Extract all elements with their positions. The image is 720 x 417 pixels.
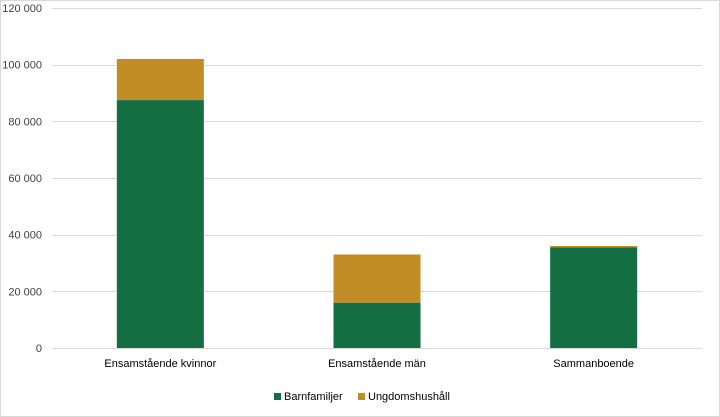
bars	[116, 59, 638, 348]
legend-swatch	[358, 393, 365, 400]
legend-label: Barnfamiljer	[284, 391, 343, 403]
x-category-label: Sammanboende	[553, 358, 634, 370]
legend: Barnfamiljer Ungdomshushåll	[274, 391, 450, 403]
y-tick-label: 80 000	[8, 116, 42, 128]
y-tick-label: 0	[36, 343, 42, 355]
x-category-label: Ensamstående kvinnor	[104, 358, 216, 370]
y-axis-ticks: 0 20 000 40 000 60 000 80 000 100 000 120 000	[2, 3, 42, 355]
y-tick-label: 60 000	[8, 173, 42, 185]
bar-barnfamiljer-3	[550, 247, 638, 348]
bar-ungdomshushall-1	[116, 59, 204, 101]
y-tick-label: 20 000	[8, 286, 42, 298]
bar-ungdomshushall-3	[550, 246, 638, 248]
bar-barnfamiljer-1	[116, 100, 204, 348]
y-tick-label: 40 000	[8, 230, 42, 242]
x-axis-categories: Ensamstående kvinnor Ensamstående män Samm…	[104, 358, 634, 370]
bar-ungdomshushall-2	[333, 254, 421, 303]
legend-swatch	[274, 393, 281, 400]
y-tick-label: 120 000	[2, 3, 42, 15]
bar-barnfamiljer-2	[333, 302, 421, 348]
x-category-label: Ensamstående män	[328, 358, 426, 370]
legend-label: Ungdomshushåll	[368, 391, 450, 403]
y-tick-label: 100 000	[2, 60, 42, 72]
